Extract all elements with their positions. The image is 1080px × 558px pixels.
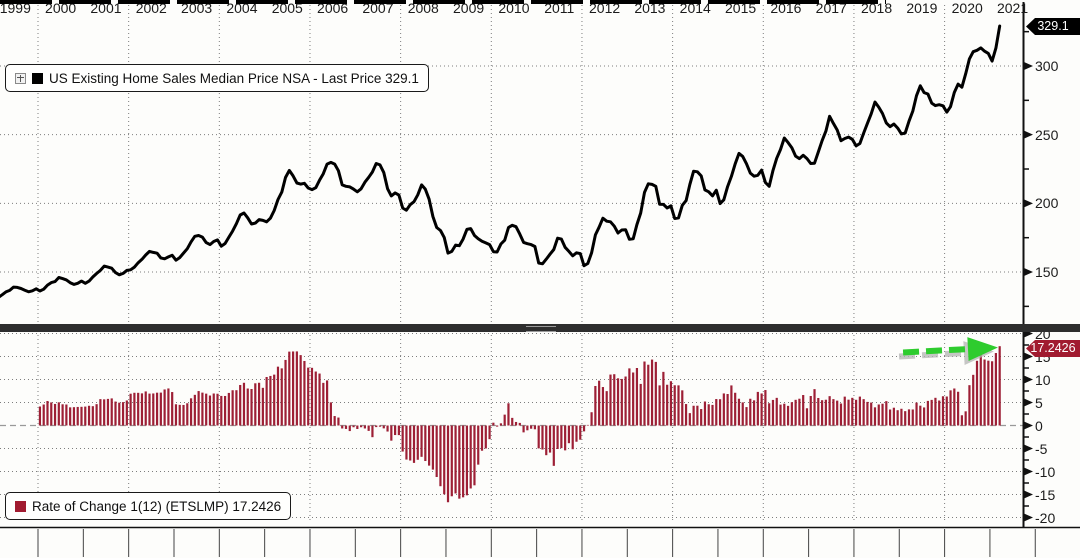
x-axis-year-label: 2010 (498, 0, 530, 16)
panel-separator-bar[interactable] (0, 324, 1080, 332)
roc-axis-tick-label: 0 (1035, 417, 1043, 434)
x-axis-year-label: 2004 (226, 0, 258, 16)
roc-axis-tick-label: -5 (1035, 440, 1048, 457)
bottom-panel-legend[interactable]: Rate of Change 1(12) (ETSLMP) 17.2426 (5, 492, 292, 520)
x-axis-year-label: 2019 (906, 0, 938, 16)
last-price-axis-tag: 329.1 (1026, 18, 1080, 35)
price-axis-tick-label: 150 (1035, 264, 1059, 281)
x-axis-year-label: 2000 (45, 0, 77, 16)
x-axis-year-label: 2005 (271, 0, 303, 16)
x-axis-year-label: 2003 (181, 0, 213, 16)
x-axis-year-label: 2012 (589, 0, 621, 16)
roc-last-value-axis-tag: 17.2426 (1026, 340, 1080, 357)
price-axis-tick-label: 300 (1035, 58, 1059, 74)
price-line-series (0, 24, 1002, 299)
roc-axis-tick-label: 10 (1035, 371, 1051, 388)
roc-series-label: Rate of Change 1(12) (ETSLMP) 17.2426 (32, 498, 282, 514)
x-axis-year-label: 2006 (317, 0, 349, 16)
roc-bars-series (38, 346, 1001, 503)
chart-top-border-dashes (0, 0, 886, 4)
roc-axis-tick-label: -20 (1035, 509, 1056, 526)
x-axis-year-label: 2016 (770, 0, 802, 16)
price-axis-tick-label: 200 (1035, 195, 1059, 212)
x-axis-year-label: 2011 (544, 0, 575, 16)
top-panel-legend[interactable]: US Existing Home Sales Median Price NSA … (5, 64, 429, 92)
roc-axis-tick-label: -10 (1035, 463, 1056, 480)
x-axis-year-label: 2008 (407, 0, 439, 16)
separator-drag-handle-icon[interactable] (526, 326, 556, 332)
x-axis-year-label: 2007 (362, 0, 394, 16)
roc-axis-tick-label: 5 (1035, 394, 1043, 411)
x-axis-year-label: 2014 (679, 0, 711, 16)
x-axis-year-label: 2018 (860, 0, 893, 16)
x-axis-year-label: 2009 (453, 0, 485, 16)
x-axis-year-label: 1999 (0, 0, 31, 16)
green-dashed-arrow-annotation (902, 337, 998, 362)
x-axis-year-label: 2021 (996, 0, 1029, 16)
price-series-label: US Existing Home Sales Median Price NSA … (49, 70, 419, 86)
x-axis-year-label: 2020 (951, 0, 983, 16)
roc-axis-tick-label: -15 (1035, 486, 1056, 503)
x-axis-year-label: 2001 (90, 0, 122, 16)
x-axis-year-label: 2002 (135, 0, 167, 16)
roc-series-swatch-icon (15, 500, 26, 512)
price-axis-tick-label: 250 (1035, 126, 1059, 143)
expand-icon[interactable] (15, 72, 26, 84)
x-axis-year-label: 2015 (725, 0, 757, 16)
x-axis-year-label: 2013 (634, 0, 666, 16)
price-series-swatch-icon (32, 72, 43, 84)
x-axis-year-label: 2017 (815, 0, 847, 16)
